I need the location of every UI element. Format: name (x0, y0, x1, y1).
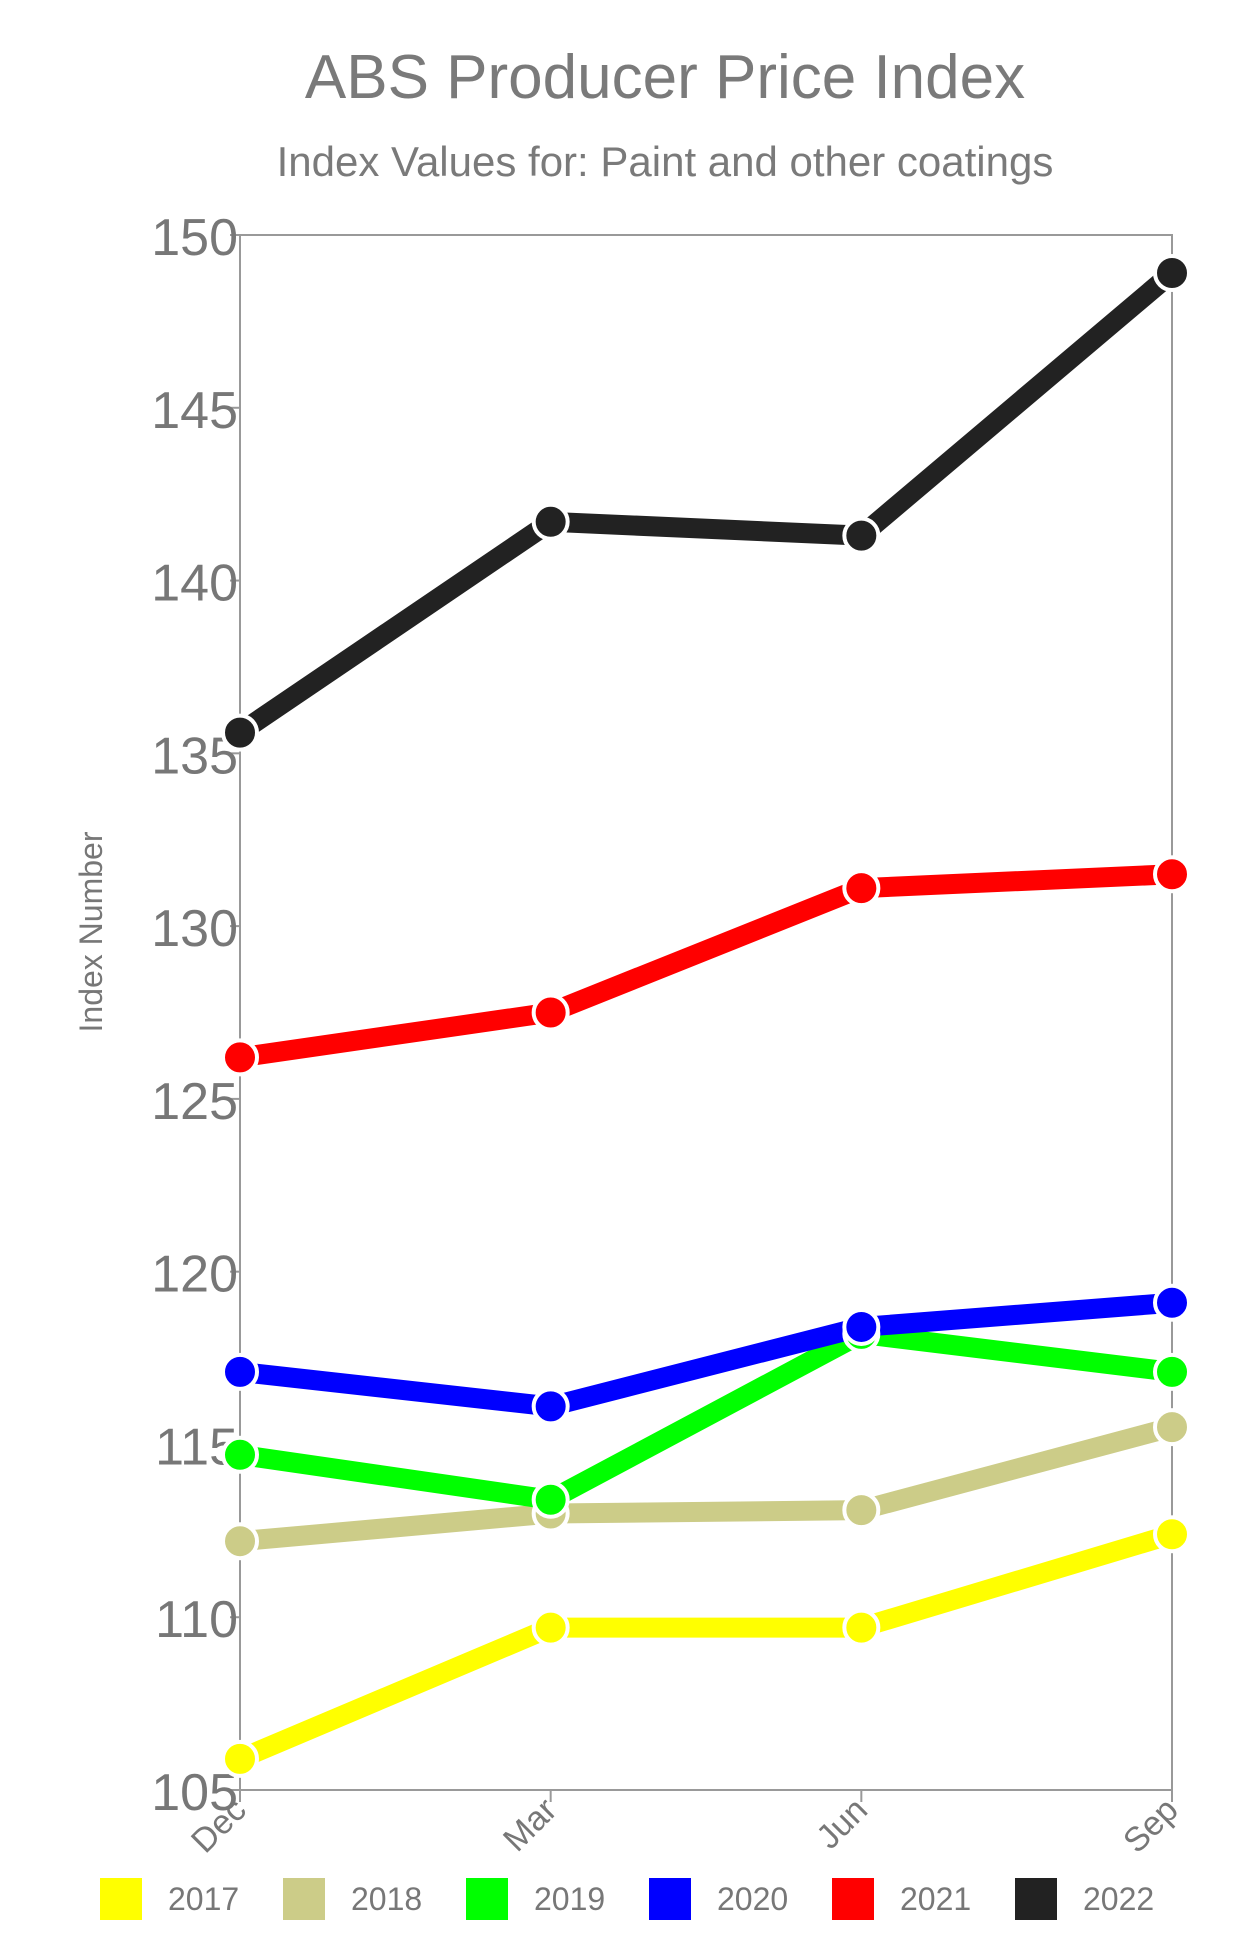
data-point-2018[interactable] (842, 1491, 881, 1530)
legend: 2017 2018 2019 2020 2021 2022 (100, 1874, 1240, 1924)
data-point-2022[interactable] (1153, 254, 1191, 293)
data-point-2017[interactable] (221, 1739, 259, 1778)
data-point-2020[interactable] (531, 1387, 570, 1426)
data-point-2020[interactable] (842, 1307, 881, 1346)
y-tick-label: 125 (151, 1073, 238, 1131)
y-tick-label: 120 (151, 1246, 238, 1304)
series-line-2017 (230, 1524, 1182, 1769)
data-point-2022[interactable] (531, 502, 570, 541)
data-point-2022[interactable] (842, 516, 881, 555)
chart-subtitle: Index Values for: Paint and other coatin… (276, 138, 1054, 185)
series-lines (230, 263, 1182, 1769)
y-tick-label: 140 (151, 555, 238, 613)
y-tick-label: 145 (151, 382, 238, 440)
x-tick-label: Jun (809, 1791, 875, 1857)
legend-swatch (283, 1878, 325, 1920)
data-point-2017[interactable] (1153, 1515, 1191, 1554)
series-line-2021 (230, 864, 1182, 1068)
legend-label: 2021 (900, 1880, 972, 1917)
legend-label: 2019 (534, 1880, 606, 1917)
y-tick-label: 150 (151, 209, 238, 267)
series-line-2018 (230, 1417, 1182, 1552)
legend-swatch (1015, 1878, 1057, 1920)
data-point-2018[interactable] (1153, 1408, 1191, 1447)
legend-item-2018[interactable]: 2018 (283, 1874, 422, 1924)
data-point-2021[interactable] (1153, 855, 1191, 894)
data-point-2019[interactable] (221, 1435, 259, 1474)
legend-label: 2018 (351, 1880, 423, 1917)
legend-item-2022[interactable]: 2022 (1015, 1874, 1154, 1924)
data-point-2018[interactable] (221, 1522, 259, 1561)
y-tick-label: 130 (151, 900, 238, 958)
y-axis-label: Index Number (73, 831, 109, 1032)
legend-swatch (649, 1878, 691, 1920)
series-points (221, 254, 1191, 1778)
legend-item-2021[interactable]: 2021 (832, 1874, 971, 1924)
data-point-2021[interactable] (842, 869, 881, 908)
plot-frame (239, 234, 1173, 1791)
legend-swatch (100, 1878, 142, 1920)
data-point-2021[interactable] (531, 993, 570, 1032)
series-line-2019 (230, 1323, 1182, 1510)
chart-title: ABS Producer Price Index (304, 43, 1026, 112)
data-point-2019[interactable] (1153, 1352, 1191, 1391)
x-tick-label: Sep (1116, 1791, 1186, 1861)
y-tick-label: 110 (155, 1591, 238, 1649)
legend-label: 2020 (717, 1880, 789, 1917)
series-line-2020 (230, 1292, 1182, 1417)
legend-item-2017[interactable]: 2017 (100, 1874, 239, 1924)
data-point-2020[interactable] (221, 1352, 259, 1391)
data-point-2017[interactable] (531, 1608, 570, 1647)
data-point-2022[interactable] (221, 713, 259, 752)
y-tick-label: 105 (151, 1764, 238, 1822)
legend-swatch (832, 1878, 874, 1920)
legend-swatch (466, 1878, 508, 1920)
data-point-2019[interactable] (531, 1480, 570, 1519)
legend-label: 2017 (168, 1880, 240, 1917)
data-point-2021[interactable] (221, 1038, 259, 1077)
legend-item-2019[interactable]: 2019 (466, 1874, 605, 1924)
data-point-2017[interactable] (842, 1608, 881, 1647)
data-point-2020[interactable] (1153, 1283, 1191, 1322)
legend-label: 2022 (1083, 1880, 1155, 1917)
series-line-2022 (230, 263, 1182, 743)
legend-item-2020[interactable]: 2020 (649, 1874, 788, 1924)
x-tick-label: Mar (496, 1791, 564, 1859)
